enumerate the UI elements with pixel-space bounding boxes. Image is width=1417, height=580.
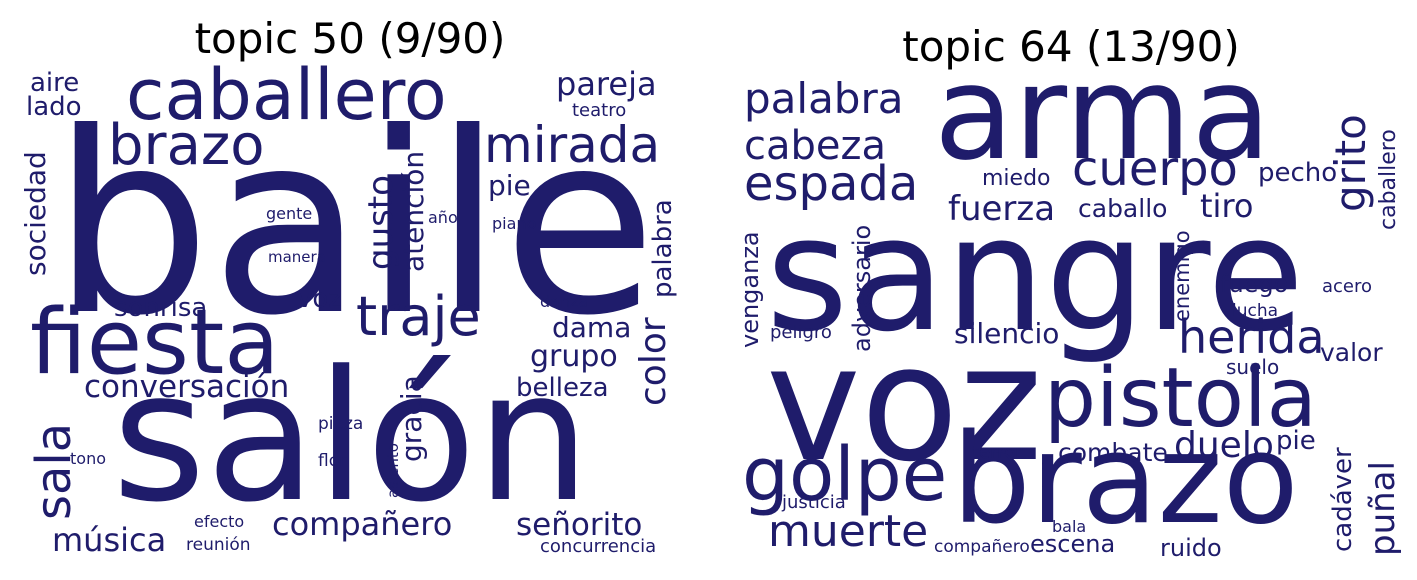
word: caballo: [1078, 194, 1168, 223]
word: compañero: [934, 537, 1030, 557]
word: salón: [112, 333, 591, 542]
word: belleza: [516, 373, 609, 403]
word: voz: [297, 284, 342, 314]
word: danza: [540, 292, 589, 311]
word: fiesta: [30, 290, 280, 395]
word: justicia: [782, 492, 846, 513]
word: gracia: [395, 375, 428, 462]
word: grupo: [530, 339, 618, 374]
word: pistola: [1044, 351, 1317, 446]
word: dama: [552, 311, 632, 344]
word-cloud-topic-50: topic 50 (9/90) baile salón fiesta cabal…: [0, 0, 700, 580]
word: compañero: [272, 505, 453, 543]
word: música: [52, 521, 167, 559]
word: atención: [397, 150, 430, 272]
word: espada: [744, 156, 919, 212]
word: caballero: [126, 54, 447, 136]
word: peligro: [770, 322, 832, 343]
word: cabeza: [744, 123, 887, 169]
word: aire: [30, 68, 80, 98]
word: valor: [1320, 338, 1383, 367]
word: golpe: [742, 432, 948, 518]
word: tiro: [1200, 187, 1254, 225]
word: manera: [268, 248, 326, 266]
word: sonrisa: [114, 293, 208, 323]
word: brazo: [108, 113, 265, 178]
word: sala: [26, 422, 82, 520]
word: enemigo: [1170, 230, 1194, 322]
word: baile: [52, 79, 657, 370]
word: palabra: [648, 199, 678, 298]
word: pie: [488, 169, 531, 202]
word: voz: [766, 310, 1043, 497]
word: arma: [934, 37, 1272, 189]
word: muerte: [768, 506, 929, 557]
word: duelo: [1174, 425, 1274, 466]
word: efecto: [194, 512, 245, 531]
word: terror: [972, 442, 1023, 463]
word: fuego: [1220, 270, 1289, 298]
word: cuerpo: [1072, 141, 1238, 197]
word: caballero: [1376, 129, 1401, 230]
cloud-title: topic 50 (9/90): [194, 14, 506, 63]
word: suelo: [1226, 355, 1280, 379]
word: silencio: [954, 317, 1060, 350]
word: pieza: [318, 414, 364, 434]
word: teatro: [572, 100, 627, 121]
word: sociedad: [19, 151, 52, 276]
word: cadáver: [1328, 447, 1358, 552]
word: señorito: [516, 507, 643, 543]
word: asiento: [384, 443, 402, 498]
word: mirada: [484, 116, 661, 174]
word: flor: [318, 451, 347, 471]
word: pie: [1276, 426, 1316, 456]
word: adversario: [848, 224, 876, 352]
word: traje: [356, 285, 481, 348]
word: concurrencia: [540, 536, 657, 557]
word: gente: [266, 204, 313, 223]
word: tono: [70, 449, 106, 468]
word: ruido: [1160, 534, 1222, 562]
word: lado: [26, 92, 82, 122]
word: acero: [1322, 276, 1373, 297]
word-cloud-topic-64: topic 64 (13/90) arma sangre voz brazo p…: [708, 0, 1417, 580]
word: año: [428, 208, 458, 227]
word: pareja: [556, 65, 657, 103]
word: escena: [1030, 530, 1116, 558]
word: conversación: [84, 369, 290, 405]
cloud-title: topic 64 (13/90): [902, 22, 1240, 71]
word: gusto: [361, 175, 401, 270]
word: fuerza: [948, 189, 1056, 229]
word: bala: [1052, 517, 1087, 536]
word: miedo: [982, 166, 1051, 191]
word: reunión: [186, 535, 251, 555]
word: color: [633, 317, 674, 406]
word: combate: [1058, 438, 1168, 467]
word: venganza: [736, 231, 764, 348]
word: pecho: [1258, 158, 1338, 188]
word: lucha: [1232, 301, 1279, 321]
word: brazo: [952, 408, 1299, 552]
word: sangre: [766, 183, 1305, 367]
word: piano: [492, 214, 537, 233]
word: puñal: [1363, 461, 1403, 556]
word: herida: [1178, 310, 1325, 364]
word: palabra: [744, 74, 904, 123]
